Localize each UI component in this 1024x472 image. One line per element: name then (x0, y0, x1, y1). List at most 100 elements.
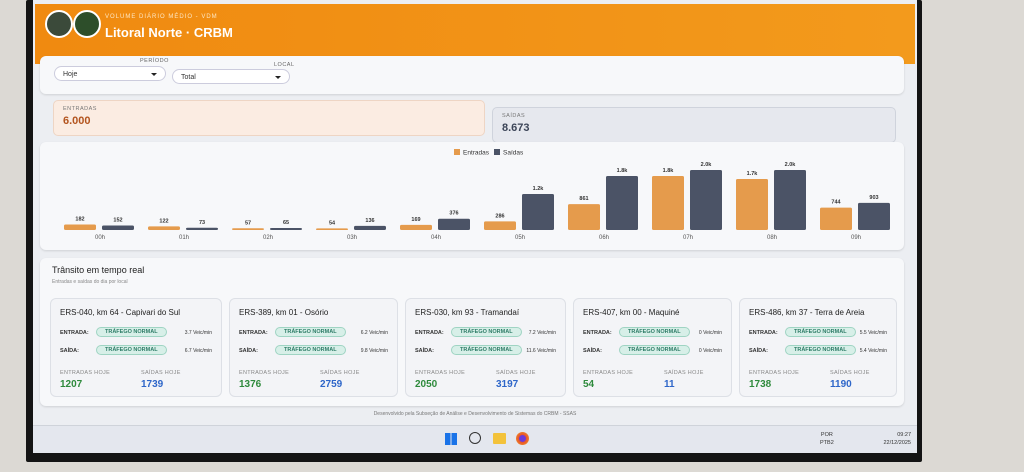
bar (820, 207, 852, 230)
x-tick-label: 04h (431, 235, 441, 241)
station-title: ERS-486, km 37 - Terra de Areia (749, 308, 865, 317)
data-label: 2.0k (785, 162, 797, 168)
status-badge: TRÁFEGO NORMAL (619, 345, 690, 355)
x-tick-label: 02h (263, 235, 273, 241)
browser-icon[interactable] (469, 432, 481, 444)
today-label: SAÍDAS HOJE (830, 370, 870, 376)
firefox-icon[interactable] (516, 432, 529, 445)
data-label: 169 (411, 217, 420, 223)
flow-rate: 0 Veic/min (698, 348, 722, 354)
local-select[interactable]: Total (172, 69, 290, 84)
station-card: ERS-486, km 37 - Terra de Areia ENTRADA: T… (739, 298, 897, 397)
taskbar: POR PTB2 09:27 22/12/2025 (33, 425, 917, 453)
x-tick-label: 08h (767, 235, 777, 241)
logo (73, 10, 101, 38)
data-label: 136 (365, 218, 374, 224)
language-indicator[interactable]: POR PTB2 (820, 431, 834, 447)
bar (64, 224, 96, 230)
data-label: 57 (245, 220, 251, 226)
bar (652, 176, 684, 230)
flow-label: SAÍDA: (583, 348, 602, 354)
section-title: Trânsito em tempo real (52, 265, 145, 275)
explorer-icon[interactable] (493, 433, 506, 444)
filter-label: PERÍODO (140, 58, 169, 64)
total-label: SAÍDAS (502, 113, 526, 119)
bar (606, 176, 638, 230)
flow-label: SAÍDA: (415, 348, 434, 354)
data-label: 2.0k (701, 162, 713, 168)
station-title: ERS-407, km 00 - Maquiné (583, 308, 680, 317)
station-card: ERS-030, km 93 - Tramandaí ENTRADA: TRÁFEG… (405, 298, 566, 397)
flow-rate: 11.6 Veic/min (526, 348, 556, 354)
flow-rate: 9.8 Veic/min (360, 348, 388, 354)
station-title: ERS-040, km 64 - Capivari do Sul (60, 308, 181, 317)
legend-label: Entradas (463, 150, 490, 157)
legend-swatch (454, 149, 460, 155)
bar (568, 204, 600, 230)
header-subtitle: VOLUME DIÁRIO MÉDIO - VDM (105, 14, 218, 20)
data-label: 1.7k (747, 171, 759, 177)
data-label: 744 (831, 200, 841, 206)
bar (232, 228, 264, 230)
today-label: ENTRADAS HOJE (583, 370, 634, 376)
station-card: ERS-040, km 64 - Capivari do Sul ENTRADA:… (50, 298, 222, 397)
filter-label: LOCAL (274, 62, 295, 68)
status-badge: TRÁFEGO NORMAL (785, 345, 856, 355)
status-badge: TRÁFEGO NORMAL (619, 327, 690, 337)
status-badge: TRÁFEGO NORMAL (275, 345, 346, 355)
station-card: ERS-407, km 00 - Maquiné ENTRADA: TRÁFEGO … (573, 298, 732, 397)
logo (45, 10, 73, 38)
bar (736, 179, 768, 230)
flow-rate: 0 Veic/min (698, 330, 722, 336)
status-badge: TRÁFEGO NORMAL (96, 327, 167, 337)
data-label: 376 (449, 211, 458, 217)
data-label: 182 (75, 217, 84, 223)
bar (690, 170, 722, 230)
status-badge: TRÁFEGO NORMAL (451, 327, 522, 337)
out-today: 1739 (141, 379, 164, 390)
today-label: SAÍDAS HOJE (141, 370, 181, 376)
bar (484, 221, 516, 230)
data-label: 54 (329, 220, 336, 226)
footer: Desenvolvido pela Subseção de Análise e … (373, 411, 577, 417)
x-tick-label: 01h (179, 235, 189, 241)
date: 22/12/2025 (883, 440, 911, 446)
period-select[interactable]: Hoje (54, 66, 166, 81)
bar (354, 225, 386, 230)
bar (270, 228, 302, 230)
out-today: 3197 (496, 379, 519, 390)
data-label: 1.8k (617, 168, 629, 174)
x-tick-label: 00h (95, 235, 105, 241)
data-label: 286 (495, 213, 504, 219)
today-label: ENTRADAS HOJE (749, 370, 800, 376)
flow-label: SAÍDA: (749, 348, 768, 354)
bar-chart: Entradas Saídas 00h 182 152 01h 122 73 02h 57 65 03… (64, 149, 890, 241)
today-label: ENTRADAS HOJE (415, 370, 466, 376)
today-label: ENTRADAS HOJE (60, 370, 111, 376)
bar (186, 227, 218, 230)
flow-rate: 3.7 Veic/min (184, 330, 212, 336)
time: 09:27 (897, 432, 911, 438)
flow-label: SAÍDA: (60, 348, 79, 354)
bar (102, 225, 134, 230)
keyboard-layout: PTB2 (820, 440, 834, 446)
data-label: 73 (199, 220, 205, 226)
bar (522, 194, 554, 230)
flow-label: ENTRADA: (239, 330, 268, 336)
status-badge: TRÁFEGO NORMAL (785, 327, 856, 337)
flow-label: ENTRADA: (749, 330, 778, 336)
legend-label: Saídas (503, 150, 524, 157)
total-label: ENTRADAS (63, 106, 97, 112)
data-label: 152 (113, 217, 122, 223)
in-today: 1207 (60, 379, 83, 390)
flow-rate: 5.4 Veic/min (859, 348, 887, 354)
status-badge: TRÁFEGO NORMAL (96, 345, 167, 355)
flow-rate: 6.7 Veic/min (184, 348, 212, 354)
start-button[interactable] (445, 433, 457, 445)
clock[interactable]: 09:27 22/12/2025 (871, 431, 911, 447)
bar (400, 224, 432, 230)
flow-rate: 6.2 Veic/min (360, 330, 388, 336)
x-tick-label: 06h (599, 235, 609, 241)
flow-rate: 5.5 Veic/min (859, 330, 887, 336)
today-label: ENTRADAS HOJE (239, 370, 290, 376)
